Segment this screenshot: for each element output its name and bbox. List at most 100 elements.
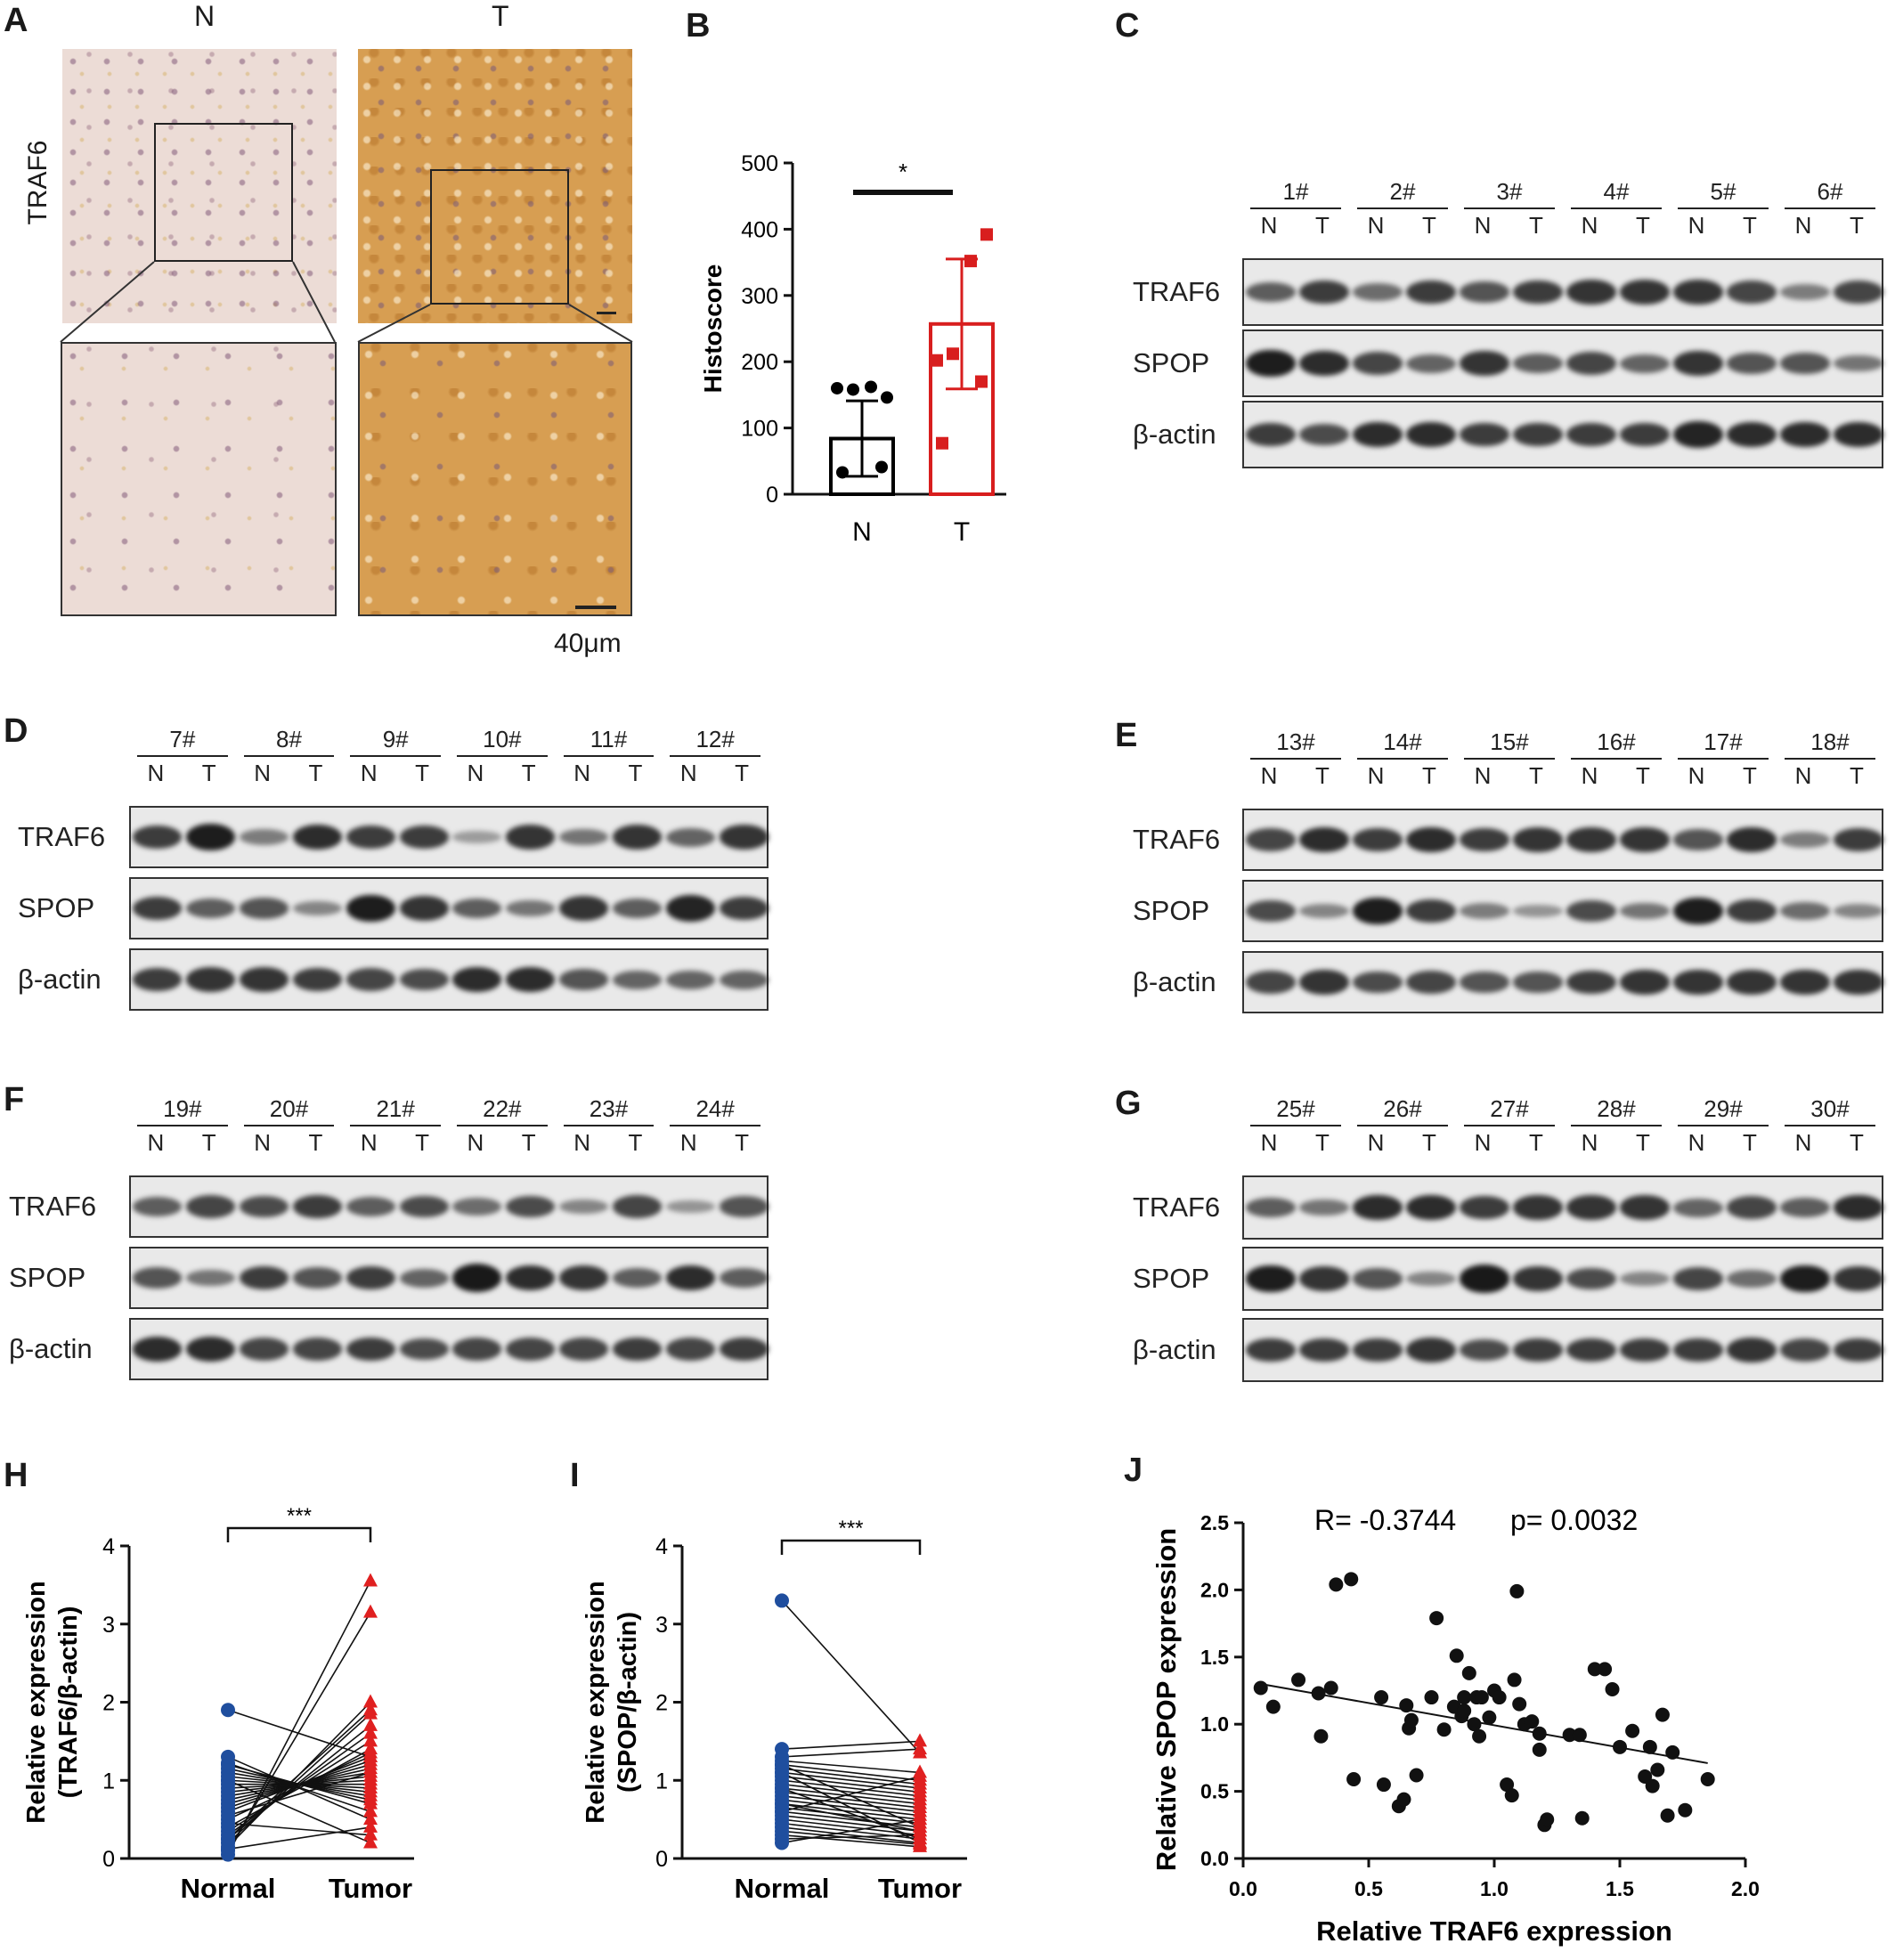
blot-band [1353, 1194, 1403, 1221]
data-point [1665, 1744, 1680, 1760]
blot-band [186, 967, 236, 992]
blot-strip [129, 1318, 769, 1380]
lane-label-tumor: T [521, 760, 536, 786]
blot-band [1673, 829, 1723, 850]
y-tick-label: 200 [741, 350, 778, 375]
sample-label: 25# [1276, 1095, 1315, 1122]
blot-band [133, 967, 183, 992]
lane-label-tumor: T [308, 760, 323, 786]
sample-underline [456, 1125, 548, 1126]
blot-band [1299, 423, 1349, 446]
blot-band [612, 1267, 662, 1289]
blot-band [1299, 350, 1349, 377]
blot-band [1513, 904, 1563, 918]
blot-band [1620, 280, 1670, 305]
pair-line [781, 1763, 921, 1782]
x-tick-label: 0.5 [1354, 1877, 1383, 1900]
blot-band [1727, 899, 1777, 923]
pair-line [781, 1776, 921, 1813]
blot-row-label: SPOP [1133, 347, 1210, 378]
lane-label-tumor: T [308, 1129, 323, 1156]
blot-band [1620, 422, 1670, 447]
tumor-point [363, 1811, 378, 1826]
blot-band [1566, 827, 1616, 852]
zoom-box-tumor [430, 169, 569, 305]
regression-line [1260, 1682, 1708, 1764]
normal-point [221, 1842, 235, 1857]
blot-band [1620, 970, 1670, 995]
sample-label: 2# [1389, 178, 1416, 205]
blot-band [1406, 1338, 1456, 1362]
pair-line [781, 1776, 921, 1793]
sample-underline [1571, 758, 1662, 760]
blot-row-label: β-actin [1133, 419, 1216, 450]
blot-band [665, 970, 715, 989]
sample-label: 30# [1810, 1095, 1850, 1122]
column-label-tumor: T [492, 0, 509, 32]
data-point [1472, 1728, 1487, 1744]
lane-label-tumor: T [1636, 212, 1650, 239]
sample-label: 29# [1704, 1095, 1743, 1122]
pair-line [781, 1763, 921, 1828]
data-point [836, 466, 849, 479]
correlation-p: p= 0.0032 [1510, 1504, 1638, 1536]
blot-strip [129, 806, 769, 868]
tumor-point [363, 1803, 378, 1818]
sample-underline [350, 755, 441, 757]
panel-label-d: D [4, 712, 28, 750]
blot-band [1673, 351, 1723, 376]
x-tick-label: Tumor [329, 1873, 412, 1904]
lane-label-normal: N [467, 1129, 484, 1156]
pair-line [781, 1748, 921, 1758]
ihc-tumor-overview [358, 49, 632, 323]
blot-band [1727, 1196, 1777, 1219]
data-point [1396, 1792, 1411, 1807]
sample-label: 17# [1704, 728, 1743, 755]
blot-band [1673, 421, 1723, 448]
x-tick-label: 1.0 [1480, 1877, 1509, 1900]
blot-band [506, 1338, 556, 1361]
sample-underline [136, 755, 228, 757]
blot-band [452, 898, 502, 919]
pair-line [781, 1818, 921, 1836]
lane-label-tumor: T [1529, 762, 1543, 789]
sample-label: 3# [1496, 178, 1523, 205]
blot-band [1620, 1338, 1670, 1362]
lane-label-normal: N [1260, 1129, 1278, 1156]
lane-label-tumor: T [201, 1129, 216, 1156]
blot-band [719, 970, 769, 989]
blot-band [133, 1196, 183, 1217]
pair-line [781, 1740, 921, 1750]
sample-underline [1571, 207, 1662, 209]
sample-underline [243, 755, 335, 757]
pair-line [227, 1779, 371, 1844]
y-tick-label: 1 [655, 1769, 668, 1793]
y-axis-label: Relative SPOP expression [1151, 1528, 1182, 1871]
lane-label-normal: N [1794, 212, 1812, 239]
blot-band [1727, 1338, 1777, 1362]
blot-band [1727, 826, 1777, 853]
lane-label-tumor: T [735, 760, 750, 786]
blot-band [1673, 1198, 1723, 1217]
blot-band [1460, 281, 1509, 303]
blot-band [1353, 1338, 1403, 1362]
blot-band [1460, 903, 1509, 919]
sample-underline [350, 1125, 441, 1126]
pair-line [227, 1713, 371, 1844]
sample-underline [563, 1125, 655, 1126]
blot-band [1834, 1194, 1883, 1221]
blot-row-label: TRAF6 [18, 821, 106, 852]
blot-band [1673, 897, 1723, 925]
tumor-point [363, 1826, 378, 1841]
panel-label-e: E [1115, 717, 1138, 754]
traf6-paired-chart: 0 1 2 3 4 Relative expression (TRAF6/β-actin) N… [22, 1505, 414, 1904]
sample-label: 21# [376, 1095, 415, 1122]
lane-label-tumor: T [1850, 1129, 1864, 1156]
tumor-point [363, 1717, 378, 1731]
sample-label: 18# [1810, 728, 1850, 755]
data-point [1409, 1768, 1424, 1783]
blot-band [665, 1265, 715, 1291]
blot-strip [129, 1175, 769, 1238]
blot-strip [1242, 401, 1883, 468]
significance-marker: *** [838, 1517, 863, 1541]
